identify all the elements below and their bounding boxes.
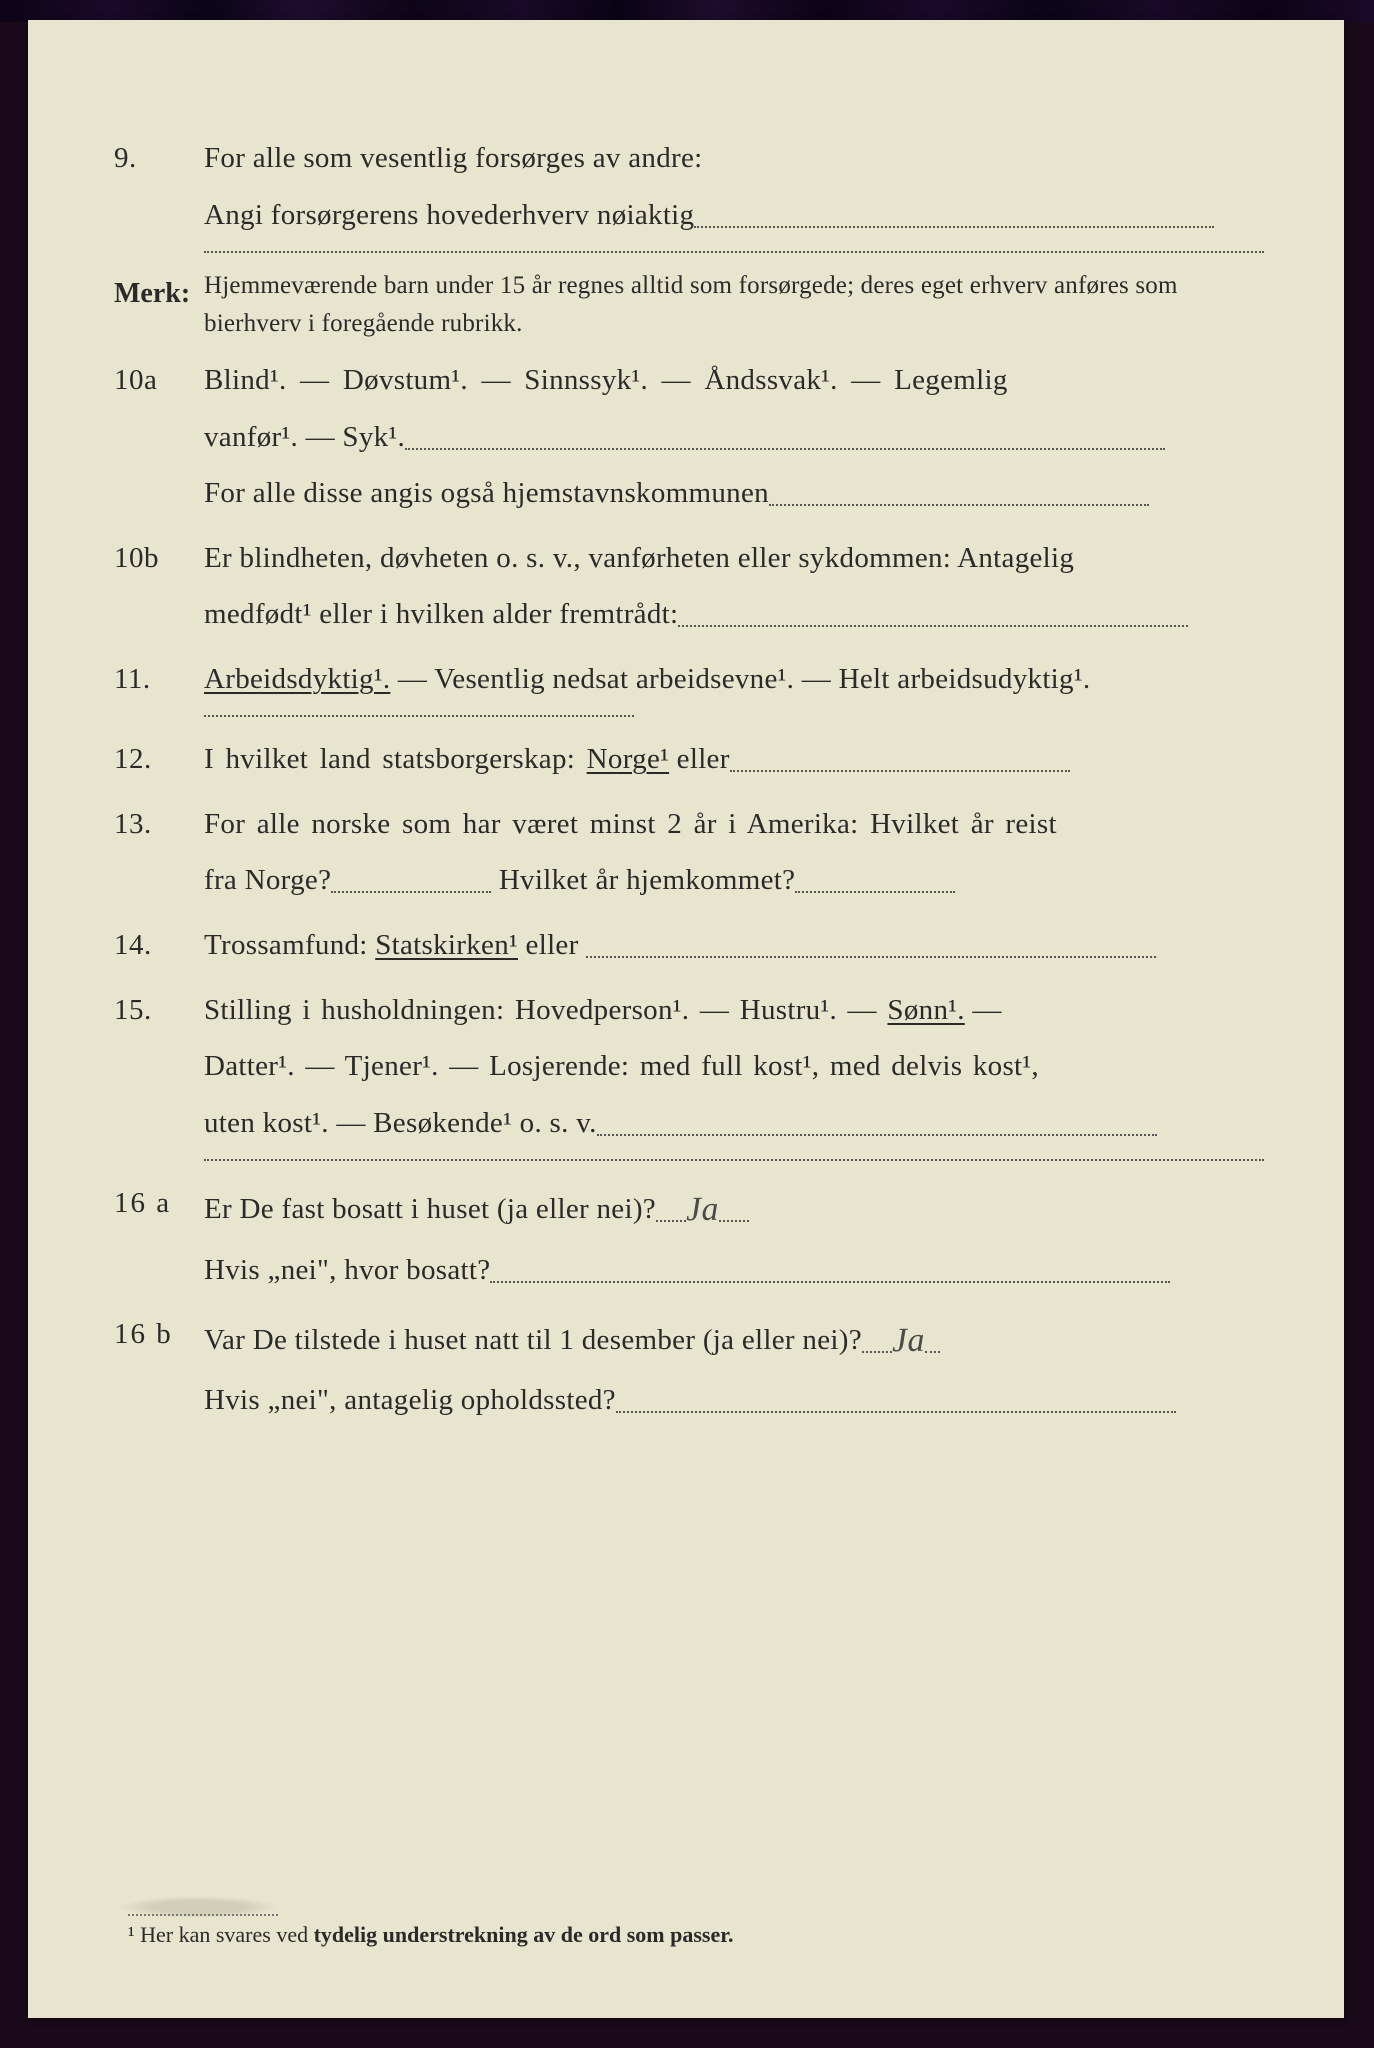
q14-blank[interactable] (586, 927, 1156, 958)
document-page: 9. For alle som vesentlig forsørges av a… (28, 20, 1344, 2018)
question-10a: 10a Blind¹. — Døvstum¹. — Sinnssyk¹. — Å… (108, 352, 1264, 522)
merk-text: Hjemmeværende barn under 15 år regnes al… (204, 267, 1264, 342)
footnote: ¹ Her kan svares ved tydelig understrekn… (128, 1914, 1264, 1948)
question-16a: 16 a Er De fast bosatt i huset (ja eller… (108, 1175, 1264, 1298)
footnote-marker: ¹ (128, 1922, 135, 1947)
q10a-number: 10a (108, 352, 204, 409)
q11-rest: — Vesentlig nedsat arbeidsevne¹. — Helt … (390, 663, 1090, 695)
q9-blank[interactable] (694, 197, 1214, 228)
q11-body: Arbeidsdyktig¹. — Vesentlig nedsat arbei… (204, 651, 1264, 708)
q9-line2: Angi forsørgerens hovederhverv nøiaktig (204, 199, 694, 231)
merk-label: Merk: (108, 267, 204, 322)
question-12: 12. I hvilket land statsborgerskap: Norg… (108, 731, 1264, 788)
q12-text-b: eller (669, 743, 730, 775)
divider-after-9 (204, 251, 1264, 253)
q13-line2a: fra Norge? (204, 864, 331, 896)
q10a-line3: For alle disse angis også hjemstavnskomm… (204, 477, 769, 509)
q10a-blank1[interactable] (405, 419, 1165, 450)
q15-number: 15. (108, 982, 204, 1039)
question-14: 14. Trossamfund: Statskirken¹ eller (108, 917, 1264, 974)
q14-opt-underlined: Statskirken¹ (375, 929, 518, 961)
q16b-line2: Hvis „nei", antagelig opholdssted? (204, 1384, 616, 1416)
q10b-number: 10b (108, 530, 204, 587)
footnote-bold: tydelig understrekning av de ord som pas… (314, 1922, 734, 1947)
q15-line1b: — (965, 994, 1002, 1026)
q9-line1: For alle som vesentlig forsørges av andr… (204, 142, 703, 174)
q10a-body: Blind¹. — Døvstum¹. — Sinnssyk¹. — Åndss… (204, 352, 1264, 522)
footnote-rule (128, 1914, 278, 1916)
q12-number: 12. (108, 731, 204, 788)
q12-opt-underlined: Norge¹ (587, 743, 669, 775)
q13-blank1[interactable] (331, 862, 491, 893)
q10a-line2: vanfør¹. — Syk¹. (204, 421, 405, 453)
q16a-line1: Er De fast bosatt i huset (ja eller nei)… (204, 1193, 656, 1225)
q10b-line1: Er blindheten, døvheten o. s. v., vanfør… (204, 542, 1074, 574)
q11-opt1-underlined: Arbeidsdyktig¹. (204, 663, 390, 695)
q13-blank2[interactable] (795, 862, 955, 893)
q16a-blank-post (719, 1191, 749, 1222)
divider-after-11 (204, 715, 634, 717)
q16b-number: 16 b (108, 1306, 204, 1363)
q12-text-a: I hvilket land statsborgerskap: (204, 743, 587, 775)
q15-line1a: Stilling i husholdningen: Hovedperson¹. … (204, 994, 887, 1026)
question-11: 11. Arbeidsdyktig¹. — Vesentlig nedsat a… (108, 651, 1264, 708)
q16a-line2: Hvis „nei", hvor bosatt? (204, 1254, 490, 1286)
q16a-answer[interactable]: Ja (685, 1177, 719, 1244)
q16a-body: Er De fast bosatt i huset (ja eller nei)… (204, 1175, 1264, 1298)
q16b-blank-post (925, 1322, 940, 1353)
q13-number: 13. (108, 796, 204, 853)
q10a-line1: Blind¹. — Døvstum¹. — Sinnssyk¹. — Åndss… (204, 364, 1008, 396)
question-16b: 16 b Var De tilstede i huset natt til 1 … (108, 1306, 1264, 1429)
divider-after-15 (204, 1159, 1264, 1161)
q14-body: Trossamfund: Statskirken¹ eller (204, 917, 1264, 974)
q10a-blank2[interactable] (769, 475, 1149, 506)
q14-text-b: eller (518, 929, 586, 961)
question-13: 13. For alle norske som har været minst … (108, 796, 1264, 909)
q16a-number: 16 a (108, 1175, 204, 1232)
q16b-body: Var De tilstede i huset natt til 1 desem… (204, 1306, 1264, 1429)
question-10b: 10b Er blindheten, døvheten o. s. v., va… (108, 530, 1264, 643)
q15-opt-underlined: Sønn¹. (887, 994, 964, 1026)
top-scan-noise (0, 0, 1374, 22)
q12-body: I hvilket land statsborgerskap: Norge¹ e… (204, 731, 1264, 788)
q9-body: For alle som vesentlig forsørges av andr… (204, 130, 1264, 243)
question-9: 9. For alle som vesentlig forsørges av a… (108, 130, 1264, 243)
q10b-body: Er blindheten, døvheten o. s. v., vanfør… (204, 530, 1264, 643)
q15-blank[interactable] (597, 1105, 1157, 1136)
q16b-answer[interactable]: Ja (891, 1308, 925, 1375)
question-15: 15. Stilling i husholdningen: Hovedperso… (108, 982, 1264, 1152)
q14-text-a: Trossamfund: (204, 929, 375, 961)
q16b-line1: Var De tilstede i huset natt til 1 desem… (204, 1324, 862, 1356)
q16b-blank2[interactable] (616, 1382, 1176, 1413)
q12-blank[interactable] (730, 741, 1070, 772)
q15-line2: Datter¹. — Tjener¹. — Losjerende: med fu… (204, 1050, 1039, 1082)
q16a-blank-pre (656, 1191, 686, 1222)
q10b-line2: medfødt¹ eller i hvilken alder fremtrådt… (204, 598, 678, 630)
merk-note: Merk: Hjemmeværende barn under 15 år reg… (108, 267, 1264, 342)
footnote-text-a: Her kan svares ved (135, 1922, 314, 1947)
q13-line2b: Hvilket år hjemkommet? (491, 864, 795, 896)
q13-line1: For alle norske som har været minst 2 år… (204, 808, 1057, 840)
q13-body: For alle norske som har været minst 2 år… (204, 796, 1264, 909)
q14-number: 14. (108, 917, 204, 974)
q15-line3: uten kost¹. — Besøkende¹ o. s. v. (204, 1107, 597, 1139)
q15-body: Stilling i husholdningen: Hovedperson¹. … (204, 982, 1264, 1152)
q16a-blank2[interactable] (490, 1252, 1170, 1283)
q16b-blank-pre (862, 1322, 892, 1353)
q10b-blank[interactable] (678, 596, 1188, 627)
q9-number: 9. (108, 130, 204, 187)
q11-number: 11. (108, 651, 204, 708)
